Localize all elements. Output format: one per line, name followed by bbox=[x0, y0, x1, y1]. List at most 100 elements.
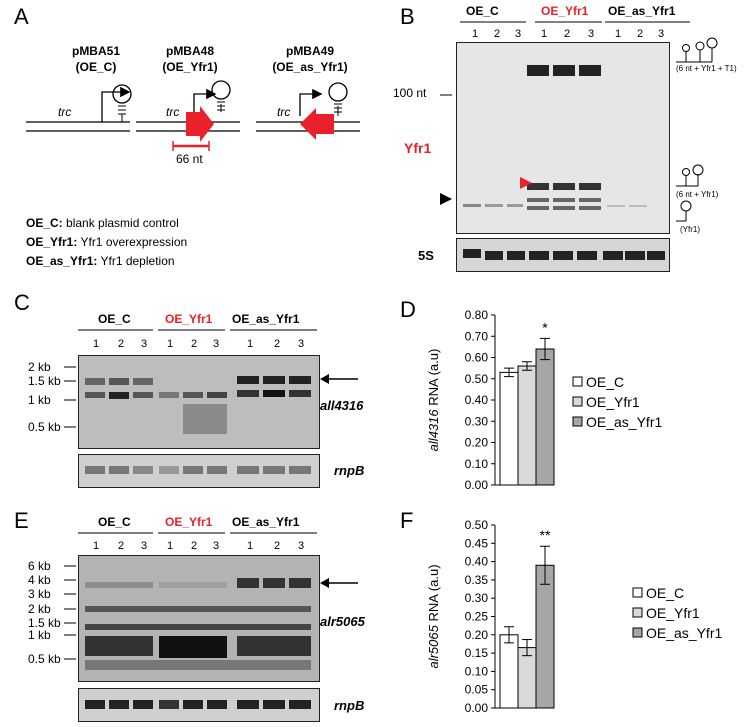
b-group-1: OE_C bbox=[466, 4, 499, 18]
b-lane-7: 1 bbox=[615, 28, 622, 40]
c-group-underlines bbox=[78, 329, 317, 331]
c-lane-8: 2 bbox=[274, 338, 281, 350]
d-ytick-label-8: 0.80 bbox=[465, 308, 489, 322]
b-marker-100nt: 100 nt bbox=[393, 86, 427, 100]
b-group-underlines bbox=[460, 21, 690, 23]
construct-3-diagram bbox=[256, 82, 360, 140]
d-ylabel: all4316 RNA (a.u) bbox=[426, 349, 441, 452]
e-lane-9: 3 bbox=[298, 540, 305, 552]
d-bar-1 bbox=[517, 365, 537, 486]
b-lane-6: 3 bbox=[588, 28, 595, 40]
b-arrowhead-left bbox=[440, 193, 452, 205]
b-yfr1-blot bbox=[456, 42, 670, 234]
d-legend-label-1: OE_Yfr1 bbox=[586, 394, 640, 410]
c-marker-4: 0.5 kb bbox=[28, 420, 61, 434]
e-group-3: OE_as_Yfr1 bbox=[232, 515, 300, 529]
b-lane-2: 2 bbox=[494, 28, 501, 40]
c-lane-2: 2 bbox=[118, 338, 125, 350]
c-lane-7: 1 bbox=[247, 338, 254, 350]
f-legend-swatch-1 bbox=[632, 607, 643, 618]
e-lane-4: 1 bbox=[167, 540, 174, 552]
b-annot-bot: (Yfr1) bbox=[680, 225, 700, 234]
f-legend-label-0: OE_C bbox=[646, 585, 684, 601]
c-group-2: OE_Yfr1 bbox=[165, 312, 213, 326]
d-legend-label-2: OE_as_Yfr1 bbox=[586, 414, 662, 430]
f-ylabel: alr5065 RNA (a.u) bbox=[426, 564, 441, 668]
e-marker-3: 3 kb bbox=[28, 587, 51, 601]
promoter-label-3: trc bbox=[277, 105, 291, 119]
f-legend-label-2: OE_as_Yfr1 bbox=[646, 625, 722, 641]
b-structure-icons bbox=[676, 37, 718, 222]
b-group-3: OE_as_Yfr1 bbox=[608, 4, 676, 18]
b-lane-4: 1 bbox=[541, 28, 548, 40]
e-group-underlines bbox=[78, 532, 317, 534]
panel-c-letter: C bbox=[14, 290, 30, 315]
construct-3-tag: (OE_as_Yfr1) bbox=[272, 60, 348, 74]
f-ytick-label-6: 0.30 bbox=[465, 591, 489, 605]
e-lane-2: 2 bbox=[118, 540, 125, 552]
f-ytick-label-7: 0.35 bbox=[465, 573, 489, 587]
c-lane-9: 3 bbox=[298, 338, 305, 350]
construct-2-tag: (OE_Yfr1) bbox=[162, 60, 218, 74]
b-lane-5: 2 bbox=[564, 28, 571, 40]
c-all4316-blot bbox=[78, 355, 320, 449]
f-ytick-label-10: 0.50 bbox=[465, 518, 489, 532]
e-lane-5: 2 bbox=[191, 540, 198, 552]
e-lane-7: 1 bbox=[247, 540, 254, 552]
f-bar-0 bbox=[499, 634, 519, 709]
b-annot-mid: (6 nt + Yfr1) bbox=[676, 190, 719, 199]
construct-3-name: pMBA49 bbox=[285, 44, 334, 58]
c-group-1: OE_C bbox=[98, 312, 131, 326]
e-marker-4: 2 kb bbox=[28, 602, 51, 616]
b-lane-3: 3 bbox=[515, 28, 522, 40]
e-lane-1: 1 bbox=[93, 540, 100, 552]
b-lane-1: 1 bbox=[472, 28, 479, 40]
e-loading-rnpb: rnpB bbox=[334, 698, 365, 713]
b-lane-8: 2 bbox=[637, 28, 644, 40]
d-ytick-label-0: 0.00 bbox=[465, 478, 489, 492]
e-marker-6: 1 kb bbox=[28, 628, 51, 642]
e-rnpb-blot bbox=[78, 688, 320, 722]
c-lane-6: 3 bbox=[213, 338, 220, 350]
panel-f-letter: F bbox=[400, 508, 414, 533]
e-marker-1: 6 kb bbox=[28, 559, 51, 573]
e-group-1: OE_C bbox=[98, 515, 131, 529]
b-group-2: OE_Yfr1 bbox=[541, 4, 589, 18]
f-ytick-label-5: 0.25 bbox=[465, 610, 489, 624]
d-ytick-label-6: 0.60 bbox=[465, 351, 489, 365]
c-marker-3: 1 kb bbox=[28, 393, 51, 407]
d-legend-swatch-1 bbox=[572, 396, 583, 407]
f-ytick-label-8: 0.40 bbox=[465, 555, 489, 569]
promoter-label-1: trc bbox=[58, 105, 72, 119]
legend-a-2: OE_Yfr1: Yfr1 overexpression bbox=[26, 235, 188, 249]
b-lane-9: 3 bbox=[658, 28, 665, 40]
c-lane-1: 1 bbox=[93, 338, 100, 350]
d-ytick-label-3: 0.30 bbox=[465, 414, 489, 428]
f-legend-swatch-2 bbox=[632, 627, 643, 638]
e-band-arrow bbox=[320, 578, 358, 588]
c-band-arrow bbox=[320, 374, 358, 384]
panel-d-letter: D bbox=[400, 297, 416, 322]
e-lane-8: 2 bbox=[274, 540, 281, 552]
d-bar-2 bbox=[535, 348, 555, 486]
c-probe-all4316: all4316 bbox=[320, 398, 364, 413]
panel-a-letter: A bbox=[14, 4, 29, 29]
construct-1-diagram bbox=[26, 84, 132, 132]
f-significance: ** bbox=[540, 527, 551, 543]
construct-2-diagram bbox=[136, 80, 240, 151]
panel-b-letter: B bbox=[400, 4, 415, 29]
chart-f: 0.00 0.05 0.10 0.15 0.20 0.25 0.30 0.35 0.40 0.45… bbox=[426, 518, 722, 715]
d-ytick-label-2: 0.20 bbox=[465, 436, 489, 450]
f-legend-label-1: OE_Yfr1 bbox=[646, 605, 700, 621]
e-probe-alr5065: alr5065 bbox=[320, 614, 365, 629]
c-marker-ticks bbox=[64, 366, 76, 428]
b-marker-tick bbox=[440, 94, 452, 96]
panel-e-letter: E bbox=[14, 508, 29, 533]
e-group-2: OE_Yfr1 bbox=[165, 515, 213, 529]
d-legend-swatch-0 bbox=[572, 376, 583, 387]
construct-2-name: pMBA48 bbox=[165, 44, 214, 58]
d-ytick-label-7: 0.70 bbox=[465, 329, 489, 343]
f-ytick-label-1: 0.05 bbox=[465, 683, 489, 697]
d-significance: * bbox=[542, 319, 548, 335]
b-probe-yfr1: Yfr1 bbox=[404, 140, 432, 156]
